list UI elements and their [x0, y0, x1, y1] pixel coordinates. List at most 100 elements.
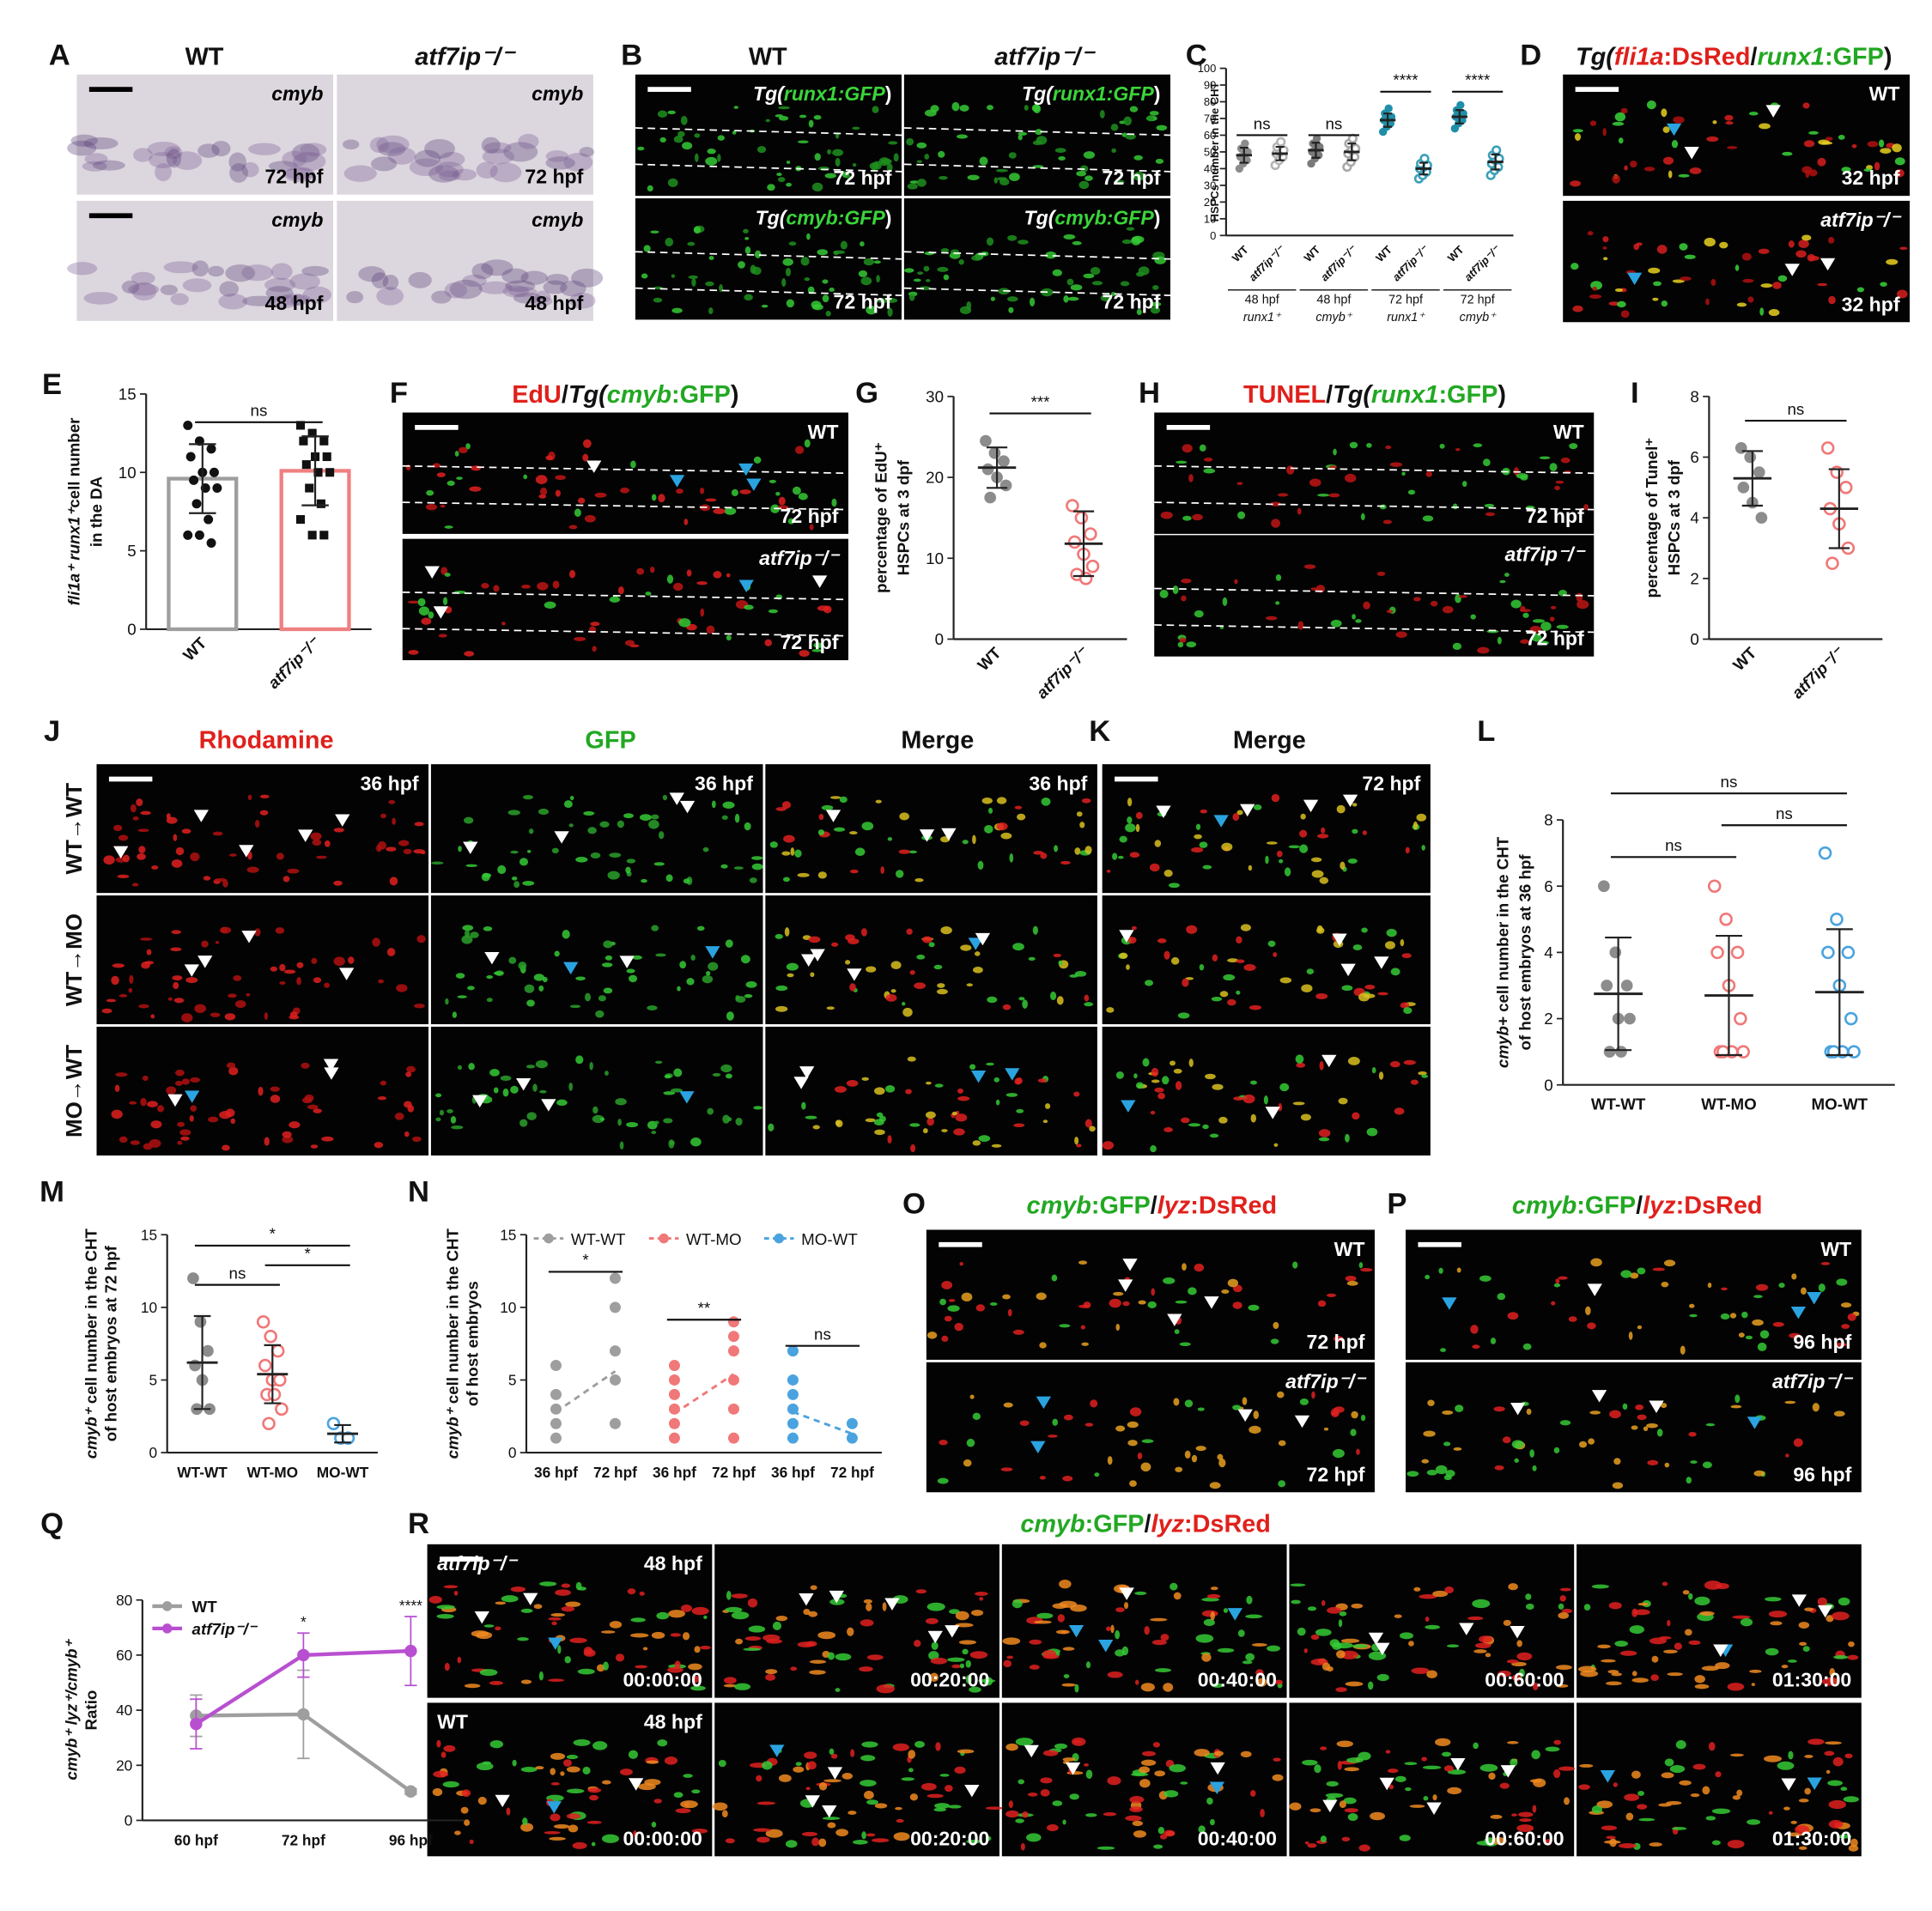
signal — [893, 153, 899, 162]
signal — [1629, 1272, 1639, 1279]
signal — [226, 1062, 236, 1069]
y-axis-label: percentage of EdU⁺ — [872, 442, 890, 593]
signal — [1470, 614, 1476, 620]
signal — [1317, 1300, 1327, 1307]
error-bar — [1455, 109, 1464, 124]
signal — [1539, 456, 1551, 459]
signal — [1201, 1597, 1219, 1602]
signal — [1432, 1794, 1437, 1801]
signal — [1115, 1629, 1121, 1640]
signal — [451, 1125, 464, 1130]
signal — [887, 307, 893, 317]
signal — [907, 1056, 916, 1062]
signal — [1078, 180, 1090, 190]
signal — [171, 930, 182, 935]
signal — [751, 856, 763, 860]
signal — [591, 1841, 596, 1847]
signal — [1147, 1301, 1157, 1308]
signal — [775, 492, 781, 496]
signal — [725, 1606, 743, 1613]
significance-label: ns — [1325, 114, 1342, 132]
vessel-outline — [402, 501, 848, 511]
stain — [531, 295, 553, 306]
image — [765, 764, 1097, 894]
signal — [1588, 1438, 1595, 1445]
data-point — [727, 1331, 739, 1343]
signal — [1416, 813, 1427, 822]
data-point — [275, 1402, 289, 1417]
signal — [563, 800, 573, 809]
signal — [1729, 1313, 1737, 1319]
data-point — [1737, 481, 1750, 494]
arrowhead — [548, 1637, 563, 1650]
signal — [762, 1634, 781, 1641]
signal — [910, 1144, 916, 1153]
signal — [1438, 1267, 1443, 1274]
signal — [532, 1083, 538, 1092]
signal — [443, 1744, 456, 1752]
signal — [111, 1109, 123, 1119]
stain — [502, 285, 529, 298]
legend-label: WT-WT — [571, 1230, 626, 1248]
signal — [151, 865, 159, 870]
signal — [1248, 864, 1253, 871]
x-tick-label: 96 hpf — [389, 1831, 433, 1848]
signal — [707, 149, 716, 155]
data-point — [1821, 945, 1835, 960]
signal — [1310, 1634, 1320, 1641]
signal — [1386, 610, 1394, 614]
signal — [1232, 813, 1240, 822]
signal — [1234, 579, 1238, 585]
signal — [954, 1766, 966, 1774]
signal — [1323, 1427, 1329, 1431]
text-part: ) — [1154, 206, 1161, 228]
signal — [590, 622, 600, 627]
signal — [707, 1107, 714, 1115]
signal — [1663, 1259, 1676, 1267]
y-axis-label: cmyb+ cell number in the CHT — [1494, 836, 1512, 1068]
significance-label: ns — [814, 1325, 831, 1343]
y-tick-label: 5 — [149, 1372, 158, 1389]
stain — [83, 291, 118, 305]
signal — [1054, 148, 1066, 153]
signal — [1219, 991, 1229, 998]
signal — [1221, 1289, 1230, 1294]
signal — [403, 848, 412, 855]
signal — [1736, 1789, 1743, 1797]
stain — [545, 150, 569, 162]
signal — [1198, 1825, 1206, 1834]
signal — [1603, 257, 1608, 261]
text-part: cmyb+ — [1494, 1016, 1512, 1068]
signal — [1242, 1397, 1248, 1405]
signal — [1266, 616, 1278, 621]
signal — [435, 1093, 442, 1098]
signal — [276, 852, 284, 860]
signal — [971, 255, 982, 261]
signal — [122, 854, 130, 863]
error-bar — [1275, 146, 1285, 161]
signal — [1182, 1263, 1187, 1271]
image-label: WT — [1553, 421, 1584, 443]
signal — [1053, 953, 1062, 958]
signal — [726, 634, 732, 641]
signal — [1764, 1755, 1782, 1762]
signal — [520, 1679, 532, 1684]
stain — [265, 286, 294, 300]
signal — [131, 883, 139, 887]
signal — [861, 1741, 878, 1748]
signal — [909, 1793, 919, 1801]
signal — [1300, 1113, 1311, 1121]
data-point — [609, 1301, 621, 1313]
signal — [1425, 470, 1433, 477]
signal — [1689, 1313, 1698, 1318]
y-tick-label: 8 — [1690, 387, 1698, 405]
signal — [1825, 136, 1833, 142]
panel-header: atf7ip⁻/⁻ — [994, 43, 1096, 70]
signal — [279, 963, 286, 972]
stain — [481, 136, 501, 155]
signal — [1279, 977, 1292, 984]
image-tile — [714, 1544, 999, 1698]
signal — [270, 966, 277, 972]
signal — [1242, 1094, 1255, 1104]
image — [402, 538, 848, 661]
